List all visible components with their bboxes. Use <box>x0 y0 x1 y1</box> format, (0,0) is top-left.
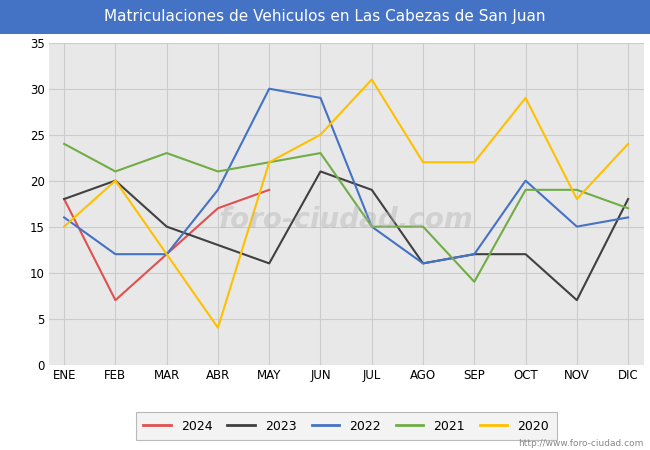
Legend: 2024, 2023, 2022, 2021, 2020: 2024, 2023, 2022, 2021, 2020 <box>136 412 556 440</box>
Text: http://www.foro-ciudad.com: http://www.foro-ciudad.com <box>518 439 644 448</box>
Text: foro-ciudad.com: foro-ciudad.com <box>219 206 473 234</box>
Text: Matriculaciones de Vehiculos en Las Cabezas de San Juan: Matriculaciones de Vehiculos en Las Cabe… <box>104 9 546 24</box>
